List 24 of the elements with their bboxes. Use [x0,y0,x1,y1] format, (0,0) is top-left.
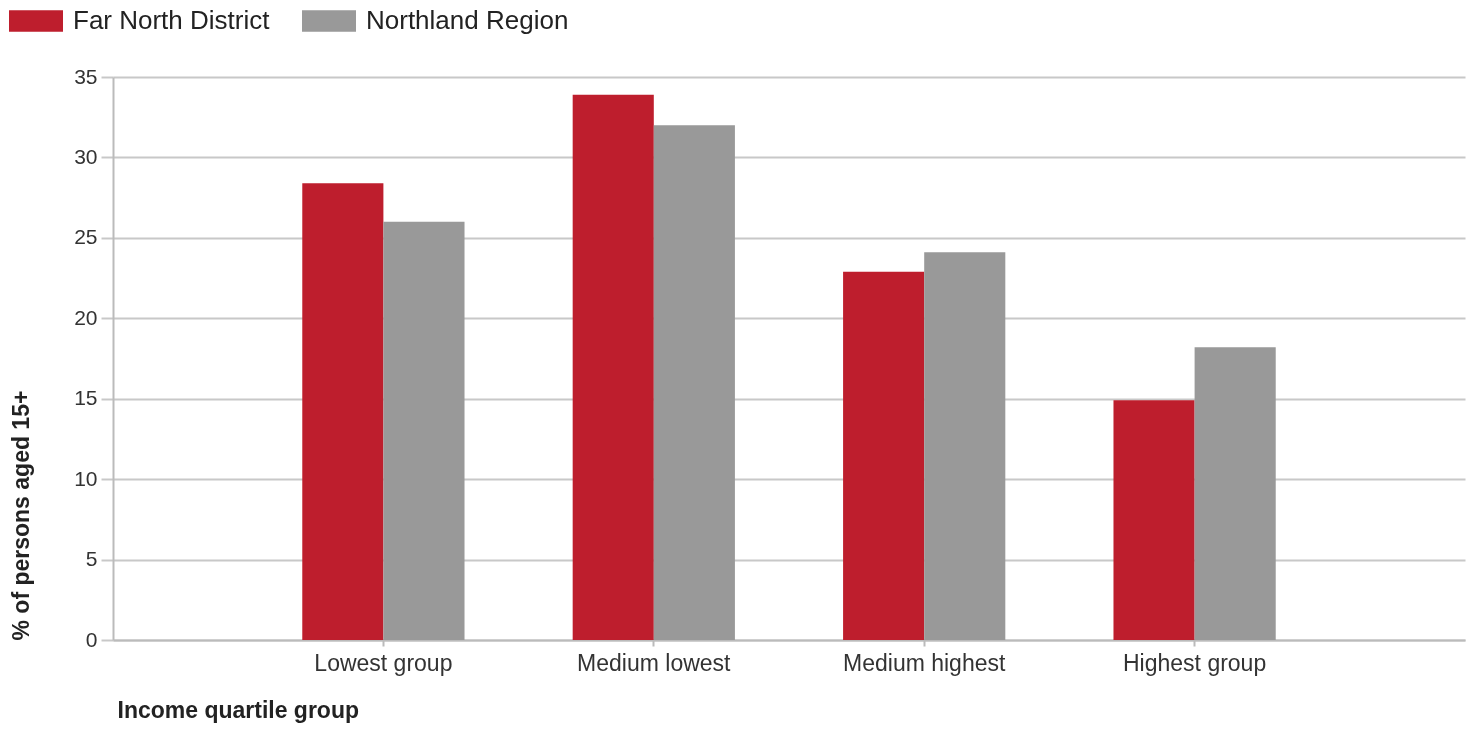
bar [1194,347,1276,640]
bar [1113,400,1195,640]
bar [653,125,735,640]
y-tick-label: 20 [74,305,98,329]
y-axis-title: % of persons aged 15+ [8,390,35,641]
y-tick-label: 30 [74,144,98,168]
y-tick-label: 25 [74,225,98,249]
bar [383,221,465,640]
bar [302,183,384,640]
bar [572,94,654,640]
x-axis-title: Income quartile group [117,696,360,723]
x-tick-label: Medium highest [843,649,1006,676]
legend-label: Northland Region [366,5,569,35]
bar [843,271,925,640]
y-tick-label: 10 [74,466,98,490]
y-tick-label: 0 [85,627,98,651]
x-tick-label: Highest group [1123,649,1267,676]
y-tick-label: 15 [74,386,98,410]
x-tick-label: Medium lowest [577,649,732,676]
bar [924,252,1006,640]
x-tick-label: Lowest group [314,649,453,676]
y-tick-label: 35 [74,64,98,88]
legend-label: Far North District [73,5,271,35]
y-tick-label: 5 [85,547,98,571]
